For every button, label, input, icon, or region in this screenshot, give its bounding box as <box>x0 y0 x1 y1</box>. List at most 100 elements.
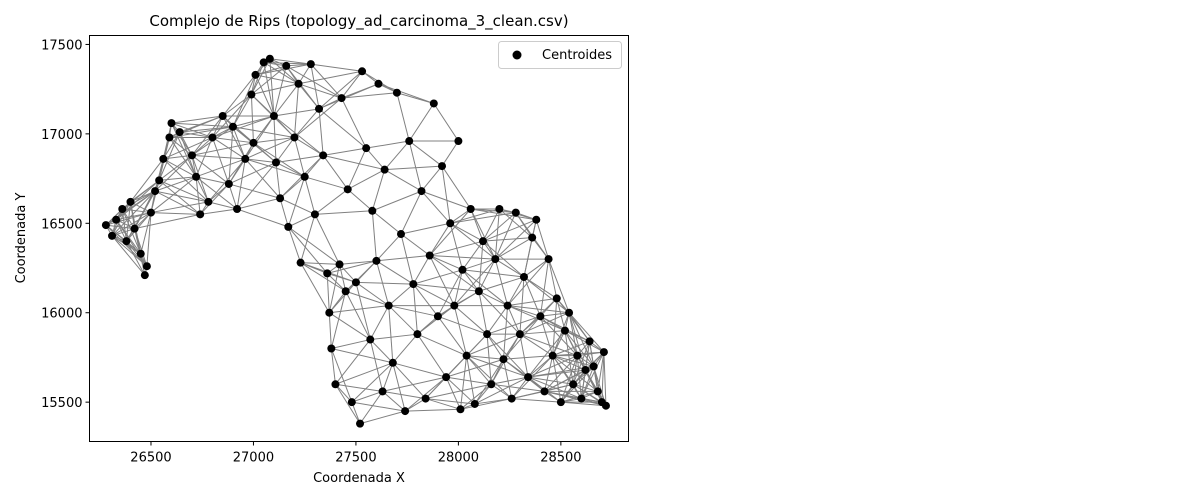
rips-edge <box>279 198 289 228</box>
rips-edge <box>416 333 447 378</box>
rips-edge <box>577 351 604 357</box>
rips-edge <box>408 140 443 167</box>
rips-edge <box>130 190 156 203</box>
rips-edge <box>171 122 197 178</box>
rips-edge <box>162 158 209 203</box>
rips-edge <box>355 282 371 340</box>
rips-edge <box>585 351 605 371</box>
rips-edge <box>163 158 197 178</box>
centroid-point <box>284 222 293 231</box>
rips-edge <box>232 94 252 127</box>
rips-edge <box>459 355 468 410</box>
rips-edge <box>400 233 414 285</box>
rips-edge <box>121 208 127 242</box>
rips-edge <box>376 260 414 285</box>
rips-edge <box>335 339 371 385</box>
rips-edge <box>351 390 383 403</box>
rips-edge <box>603 352 607 406</box>
rips-edge <box>208 183 230 203</box>
rips-edge <box>158 154 193 181</box>
rips-edge <box>126 212 152 242</box>
rips-edge <box>482 212 517 242</box>
rips-edge <box>304 155 324 178</box>
rips-edge <box>326 273 330 313</box>
rips-edge <box>486 305 508 335</box>
centroid-point <box>356 419 365 428</box>
rips-edge <box>433 103 459 142</box>
rips-edge <box>293 83 300 138</box>
centroid-point <box>544 255 553 264</box>
rips-edge <box>384 165 443 171</box>
rips-edge <box>548 258 558 299</box>
rips-edge <box>503 315 541 360</box>
rips-edge <box>169 137 197 178</box>
rips-edge <box>564 330 605 353</box>
rips-edge <box>310 63 363 72</box>
rips-edge <box>310 64 320 109</box>
rips-edge <box>486 333 504 360</box>
rips-edge <box>171 122 193 156</box>
rips-edge <box>449 222 484 242</box>
centroid-point <box>388 358 397 367</box>
rips-edge <box>460 398 512 410</box>
rips-edge <box>470 208 537 221</box>
centroid-point <box>425 251 434 260</box>
centroid-point <box>249 138 258 147</box>
rips-edge <box>378 83 434 104</box>
rips-edge <box>212 115 275 138</box>
centroid-point <box>218 111 227 120</box>
rips-edge <box>370 333 418 341</box>
legend-label-centroides: Centroides <box>542 48 612 63</box>
rips-edge <box>341 83 379 99</box>
rips-edge <box>478 290 508 307</box>
rips-edge <box>255 74 299 85</box>
rips-edge <box>255 74 275 117</box>
rips-edge <box>318 108 367 149</box>
rips-edge <box>146 212 152 267</box>
rips-edge <box>335 362 393 385</box>
rips-edge <box>372 210 402 235</box>
rips-edge <box>539 316 554 356</box>
rips-edge <box>330 348 353 403</box>
centroid-point <box>565 308 574 317</box>
rips-edge <box>405 408 461 412</box>
rips-edge <box>263 61 299 85</box>
rips-edge <box>408 103 435 142</box>
centroid-point <box>507 394 516 403</box>
rips-edge <box>169 137 193 156</box>
rips-edge <box>329 312 371 340</box>
centroid-point <box>192 172 201 181</box>
rips-edge <box>494 208 500 260</box>
rips-edge <box>341 70 363 99</box>
rips-edge <box>286 63 311 67</box>
rips-edge <box>179 115 223 133</box>
centroid-point <box>296 258 305 267</box>
rips-edge <box>287 226 328 274</box>
centroid-point <box>276 194 285 203</box>
rips-edge <box>552 355 582 399</box>
rips-edge <box>519 333 578 357</box>
rips-edge <box>245 158 277 163</box>
rips-edge <box>454 290 480 307</box>
centroid-point <box>112 215 121 224</box>
rips-edge <box>322 155 349 190</box>
centroid-point <box>540 387 549 396</box>
rips-edge <box>300 214 316 263</box>
rips-edge <box>304 176 316 215</box>
rips-edge <box>572 355 578 385</box>
centroid-point <box>175 128 184 137</box>
rips-edge <box>499 208 533 238</box>
rips-edge <box>304 176 348 190</box>
centroid-point <box>397 230 406 239</box>
rips-edge <box>232 115 275 128</box>
rips-edge <box>236 162 277 210</box>
centroid-point <box>325 308 334 317</box>
rips-edge <box>413 269 463 285</box>
rips-edge <box>372 190 422 212</box>
centroid-point <box>487 380 496 389</box>
rips-edge <box>298 70 363 85</box>
centroid-point <box>159 154 168 163</box>
rips-edge <box>511 398 561 403</box>
rips-edge <box>462 269 508 306</box>
centroid-point <box>433 312 442 321</box>
